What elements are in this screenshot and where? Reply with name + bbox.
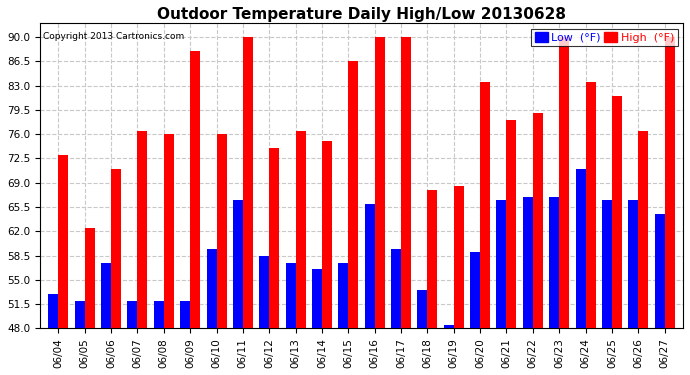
Bar (269, 148, 279, 328)
Bar (154, 301, 164, 328)
Bar (180, 301, 190, 328)
Bar (375, 37, 385, 328)
Bar (638, 130, 649, 328)
Bar (391, 249, 401, 328)
Bar (575, 169, 586, 328)
Bar (338, 262, 348, 328)
Bar (496, 200, 506, 328)
Bar (444, 325, 454, 328)
Bar (602, 200, 612, 328)
Bar (664, 37, 675, 328)
Bar (59, 155, 68, 328)
Bar (364, 204, 375, 328)
Bar (612, 96, 622, 328)
Bar (470, 252, 480, 328)
Legend: Low  (°F), High  (°F): Low (°F), High (°F) (531, 28, 678, 46)
Bar (506, 120, 517, 328)
Bar (655, 214, 664, 328)
Bar (233, 200, 243, 328)
Bar (401, 37, 411, 328)
Text: Copyright 2013 Cartronics.com: Copyright 2013 Cartronics.com (43, 32, 184, 41)
Bar (454, 186, 464, 328)
Bar (559, 37, 569, 328)
Bar (206, 249, 217, 328)
Bar (75, 301, 85, 328)
Bar (111, 169, 121, 328)
Bar (417, 290, 427, 328)
Bar (137, 130, 148, 328)
Bar (523, 196, 533, 328)
Bar (286, 262, 295, 328)
Bar (322, 141, 332, 328)
Bar (348, 61, 358, 328)
Bar (48, 294, 59, 328)
Bar (586, 82, 595, 328)
Bar (549, 196, 559, 328)
Title: Outdoor Temperature Daily High/Low 20130628: Outdoor Temperature Daily High/Low 20130… (157, 7, 566, 22)
Bar (190, 51, 200, 328)
Bar (295, 130, 306, 328)
Bar (533, 113, 543, 328)
Bar (259, 256, 269, 328)
Bar (243, 37, 253, 328)
Bar (480, 82, 490, 328)
Bar (101, 262, 111, 328)
Bar (164, 134, 174, 328)
Bar (312, 270, 322, 328)
Bar (128, 301, 137, 328)
Bar (217, 134, 226, 328)
Bar (628, 200, 638, 328)
Bar (427, 190, 437, 328)
Bar (85, 228, 95, 328)
